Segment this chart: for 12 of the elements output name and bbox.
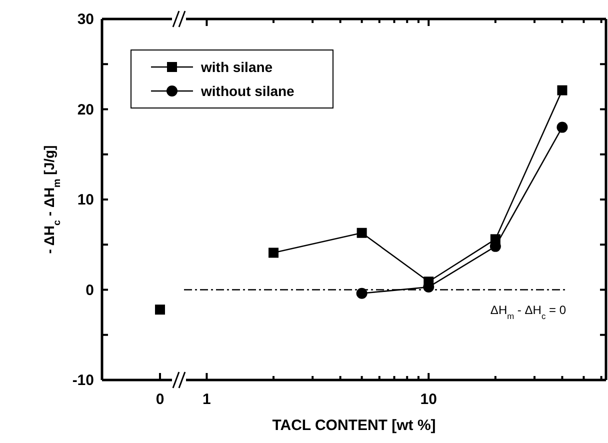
y-tick-label: 0 [86,282,94,299]
legend-label: without silane [200,83,295,99]
x-tick-label: 0 [156,391,164,408]
legend-label: with silane [200,59,273,75]
x-tick-label: 10 [420,391,437,408]
y-tick-label: 20 [77,101,94,118]
x-tick-label: 1 [202,391,211,408]
ref-line-label: ΔH$_{m}$ - ΔH$_{c}$ = 0 [490,302,566,321]
y-tick-label: 10 [77,192,94,208]
x-axis-title: TACL CONTENT [wt %] [272,417,436,434]
y-tick-label: -10 [72,372,94,389]
y-tick-label: 30 [77,11,94,28]
